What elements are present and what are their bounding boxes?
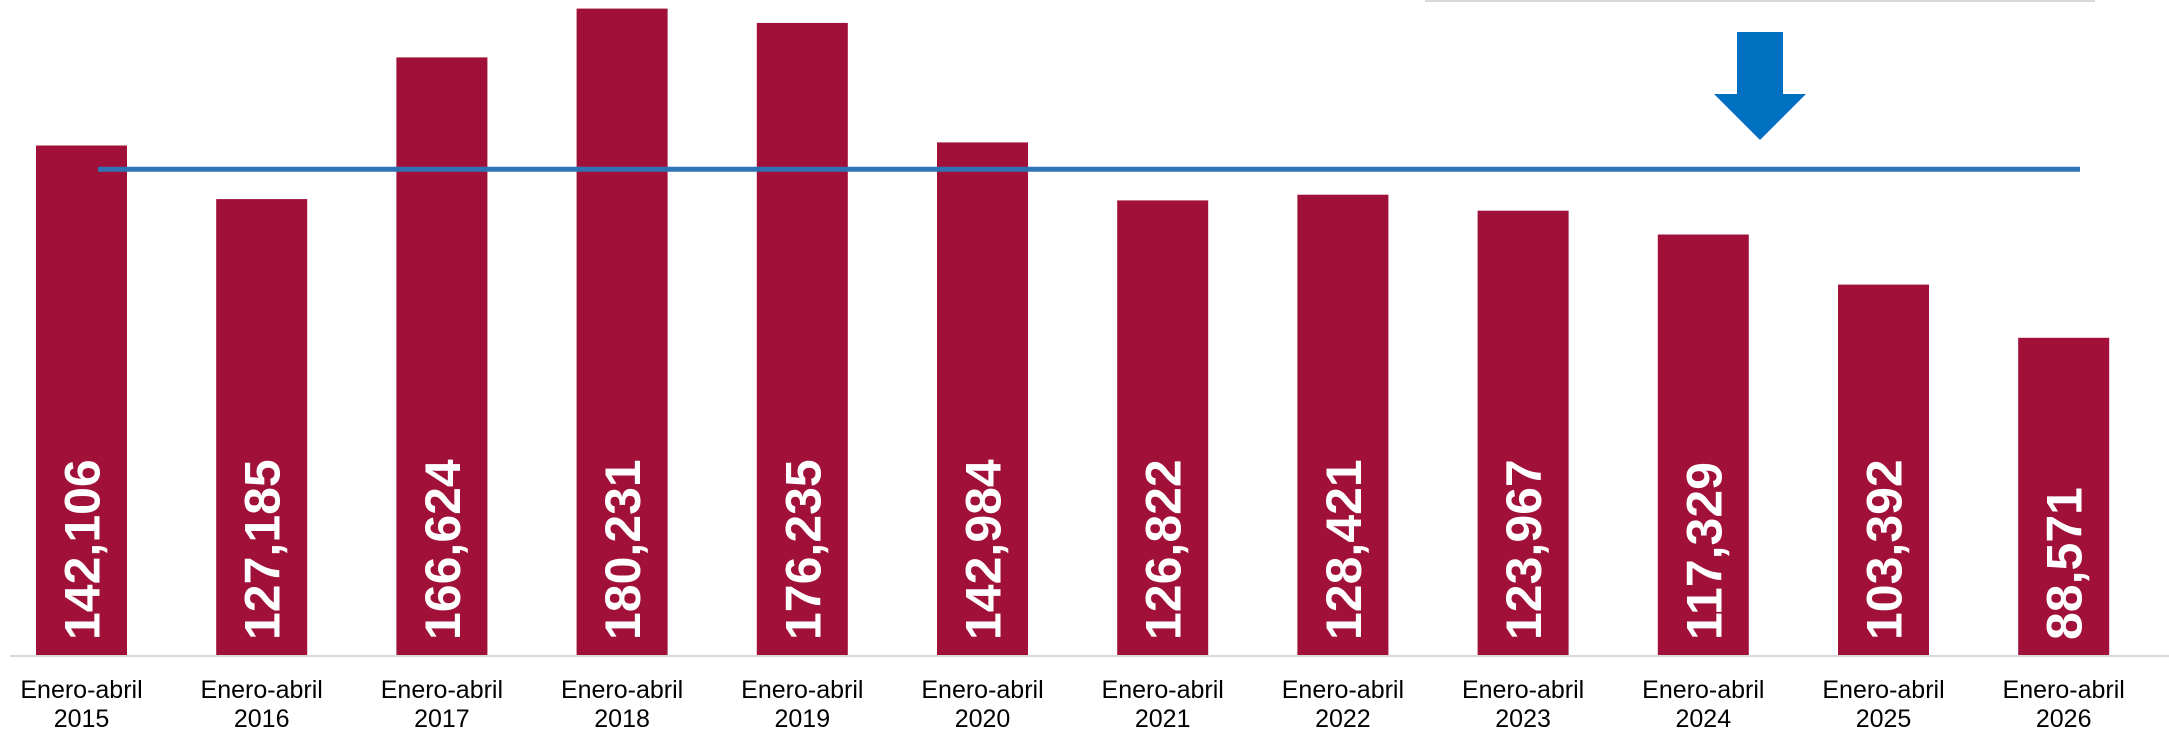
bar-2021 xyxy=(1117,200,1209,656)
bar-value-label: 123,967 xyxy=(1496,459,1552,640)
bar-2024 xyxy=(1657,234,1749,656)
bar-2026 xyxy=(2018,337,2110,656)
bar-value-label: 127,185 xyxy=(235,459,291,640)
bar-2022 xyxy=(1297,194,1389,656)
x-tick-label: Enero-abril 2017 xyxy=(381,676,503,732)
bar-value-label: 166,624 xyxy=(415,459,471,640)
x-tick-labels: Enero-abril 2015 Enero-abril 2016 Enero-abri… xyxy=(20,676,2124,732)
bar-value-label: 88,571 xyxy=(2037,487,2093,640)
x-tick-label: Enero-abril 2023 xyxy=(1462,676,1584,732)
value-labels: 142,106 127,185 166,624 180,231 176,235 142,9… xyxy=(55,459,2093,640)
x-tick-label: Enero-abril 2020 xyxy=(921,676,1043,732)
bar-value-label: 126,822 xyxy=(1136,459,1192,640)
bars xyxy=(36,8,2110,657)
bar-value-label: 180,231 xyxy=(595,459,651,640)
bar-2017 xyxy=(396,57,488,656)
bar-value-label: 128,421 xyxy=(1316,459,1372,640)
x-tick-label: Enero-abril 2021 xyxy=(1102,676,1224,732)
bar-value-label: 176,235 xyxy=(775,459,831,640)
down-arrow-icon xyxy=(1714,32,1806,140)
x-tick-label: Enero-abril 2016 xyxy=(201,676,323,732)
bar-2023 xyxy=(1477,210,1569,656)
bar-value-label: 142,106 xyxy=(55,459,111,640)
bar-2019 xyxy=(756,22,848,656)
bar-value-label: 117,329 xyxy=(1676,462,1732,640)
bar-2020 xyxy=(937,142,1028,656)
bar-value-label: 142,984 xyxy=(956,459,1012,640)
bar-2015 xyxy=(36,145,127,656)
bar-value-label: 103,392 xyxy=(1857,459,1913,640)
bar-2016 xyxy=(216,199,308,656)
bar-2025 xyxy=(1838,284,1929,656)
x-tick-label: Enero-abril 2015 xyxy=(20,676,142,732)
x-tick-label: Enero-abril 2024 xyxy=(1642,676,1764,732)
x-tick-label: Enero-abril 2025 xyxy=(1822,676,1944,732)
x-tick-label: Enero-abril 2018 xyxy=(561,676,683,732)
x-tick-label: Enero-abril 2019 xyxy=(741,676,863,732)
x-tick-label: Enero-abril 2022 xyxy=(1282,676,1404,732)
x-tick-label: Enero-abril 2026 xyxy=(2003,676,2125,732)
bar-2018 xyxy=(576,8,668,657)
